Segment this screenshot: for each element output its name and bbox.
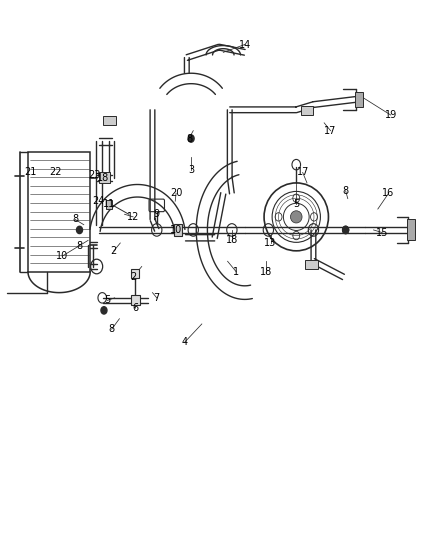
Text: 12: 12 <box>127 212 139 222</box>
Text: 15: 15 <box>376 228 389 238</box>
Text: 23: 23 <box>88 170 101 180</box>
Text: 2: 2 <box>130 272 136 282</box>
Text: 7: 7 <box>154 293 160 303</box>
Text: 8: 8 <box>343 186 349 196</box>
Bar <box>174 224 182 236</box>
Circle shape <box>343 227 349 233</box>
FancyBboxPatch shape <box>149 199 165 212</box>
Text: 16: 16 <box>382 188 395 198</box>
Text: 19: 19 <box>385 110 397 120</box>
Text: 13: 13 <box>265 238 277 248</box>
Text: 14: 14 <box>239 39 251 50</box>
Text: 20: 20 <box>170 188 182 198</box>
Text: 10: 10 <box>170 225 182 235</box>
Text: 17: 17 <box>325 126 337 136</box>
Text: 3: 3 <box>188 165 194 175</box>
Bar <box>355 92 363 107</box>
Bar <box>407 220 415 240</box>
Text: 8: 8 <box>72 214 78 224</box>
Text: 18: 18 <box>260 266 272 277</box>
Text: 2: 2 <box>111 246 117 256</box>
Bar <box>103 116 116 125</box>
Bar <box>106 200 112 209</box>
Text: 5: 5 <box>293 199 300 209</box>
Text: 8: 8 <box>77 240 82 251</box>
Text: 8: 8 <box>109 324 115 334</box>
Circle shape <box>188 135 194 142</box>
Text: 5: 5 <box>104 295 110 305</box>
Text: 8: 8 <box>186 134 192 143</box>
Circle shape <box>77 227 82 233</box>
Text: 10: 10 <box>56 251 68 261</box>
Bar <box>300 106 314 115</box>
Circle shape <box>343 227 349 233</box>
Text: 17: 17 <box>297 167 309 177</box>
Bar <box>131 295 140 305</box>
Text: 22: 22 <box>49 167 62 177</box>
Text: 18: 18 <box>226 236 238 245</box>
Bar <box>305 260 318 269</box>
Text: 21: 21 <box>24 167 36 177</box>
Text: 6: 6 <box>132 303 138 313</box>
Ellipse shape <box>290 211 302 223</box>
Text: 9: 9 <box>154 209 160 219</box>
Text: 11: 11 <box>103 199 116 209</box>
Bar <box>99 173 110 183</box>
Bar <box>131 269 139 278</box>
Text: 24: 24 <box>92 196 105 206</box>
Circle shape <box>101 306 107 314</box>
Text: 18: 18 <box>97 173 109 183</box>
Bar <box>28 151 90 272</box>
Text: 1: 1 <box>233 266 239 277</box>
Text: 4: 4 <box>182 337 188 347</box>
